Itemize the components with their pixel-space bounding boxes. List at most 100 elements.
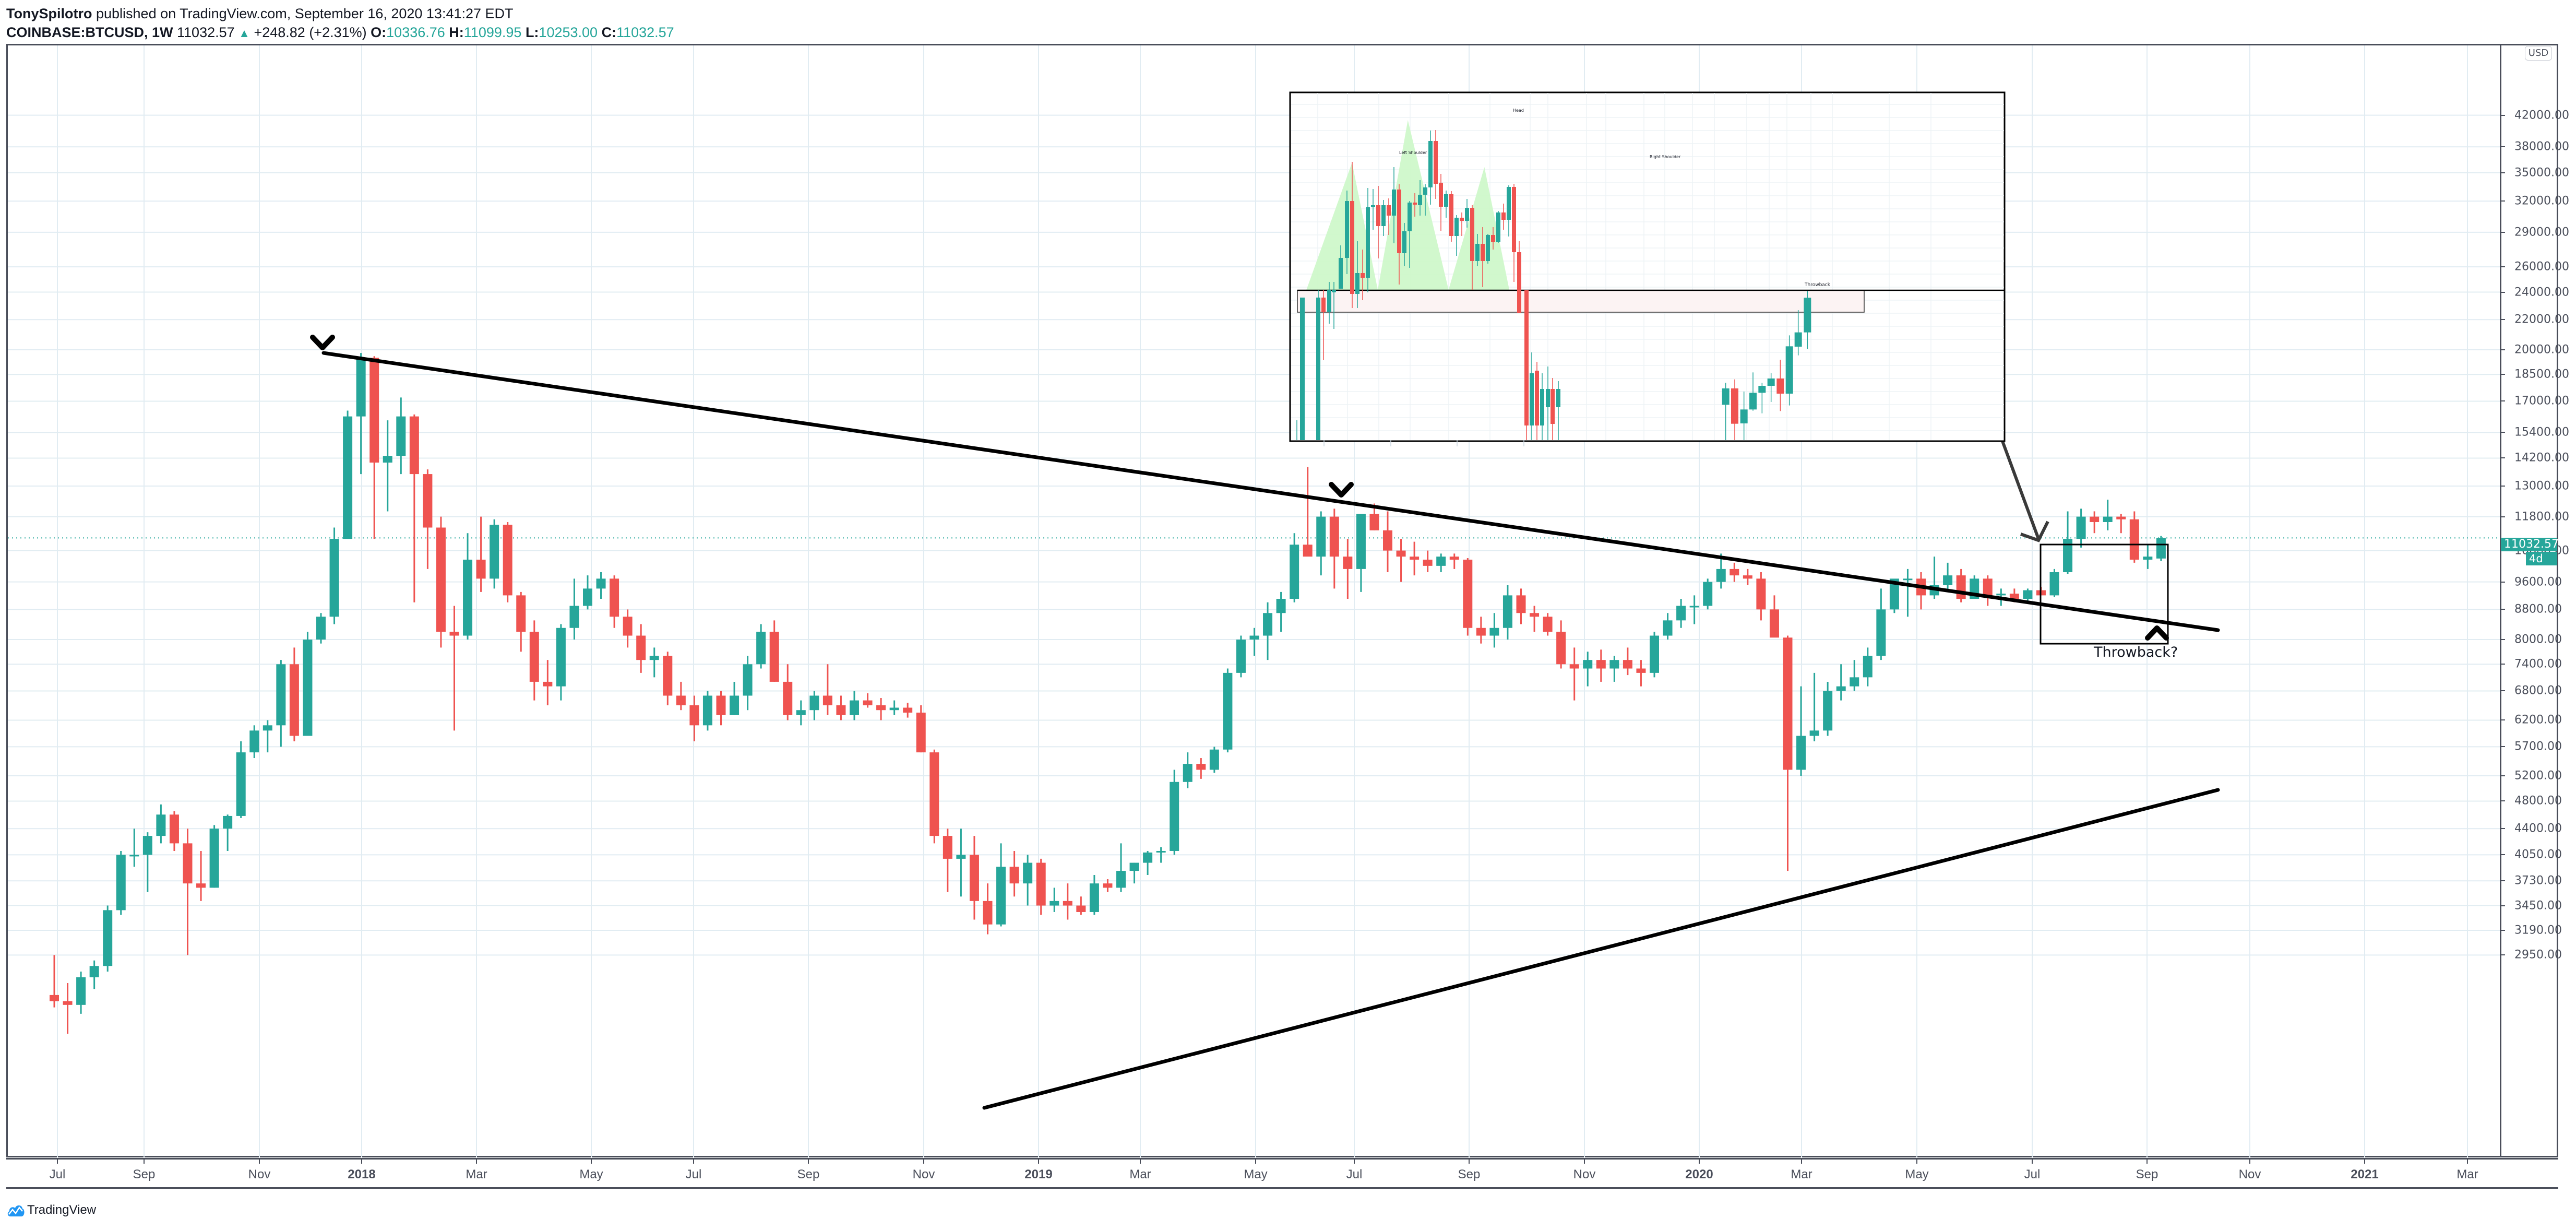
time-tick-mark (1255, 1160, 1256, 1164)
price-tick-mark (2500, 432, 2505, 433)
high-label: H: (449, 25, 464, 40)
main-plot (8, 45, 2500, 1157)
time-tick-mark (476, 1160, 477, 1164)
price-tick-label: 4050.00 (2514, 848, 2562, 861)
time-tick-mark (1916, 1160, 1917, 1164)
price-tick-mark (2500, 200, 2505, 202)
close-value: 11032.57 (616, 25, 674, 40)
price-tick-mark (2500, 854, 2505, 856)
price-tick-label: 22000.00 (2514, 313, 2569, 326)
time-tick-label: 2018 (348, 1167, 376, 1181)
published-text: published on TradingView.com, September … (96, 6, 514, 21)
price-tick-label: 8800.00 (2514, 602, 2562, 616)
price-tick-mark (2500, 639, 2505, 641)
time-tick-mark (1354, 1160, 1355, 1164)
ohlc-legend: COINBASE:BTCUSD, 1W 11032.57 ▲ +248.82 (… (6, 23, 674, 43)
price-tick-mark (2500, 581, 2505, 583)
time-tick-mark (808, 1160, 809, 1164)
price-tick-label: 6200.00 (2514, 713, 2562, 727)
time-tick-label: Mar (1791, 1167, 1812, 1181)
time-tick-mark (923, 1160, 924, 1164)
price-tick-mark (2500, 374, 2505, 375)
price-tick-label: 13000.00 (2514, 479, 2569, 493)
time-tick-label: Jul (685, 1167, 702, 1181)
time-tick-label: Mar (466, 1167, 487, 1181)
price-tick-mark (2500, 954, 2505, 956)
time-tick-mark (1469, 1160, 1470, 1164)
tradingview-logo[interactable]: TradingView (6, 1201, 96, 1220)
inset-right-shoulder-label: Right Shoulder (1650, 155, 1681, 159)
price-axis[interactable] (2500, 44, 2558, 1157)
price-tick-label: 32000.00 (2514, 194, 2569, 208)
chart-header: TonySpilotro published on TradingView.co… (6, 4, 674, 43)
price-tick-label: 5700.00 (2514, 740, 2562, 753)
time-tick-mark (2146, 1160, 2148, 1164)
time-tick-label: May (579, 1167, 603, 1181)
price-tick-mark (2500, 800, 2505, 802)
time-tick-mark (1140, 1160, 1141, 1164)
price-tick-label: 6800.00 (2514, 684, 2562, 697)
price-tick-mark (2500, 880, 2505, 882)
price-tick-mark (2500, 930, 2505, 931)
price-tick-label: 24000.00 (2514, 286, 2569, 299)
bar-countdown: 4d 7h (2526, 552, 2557, 578)
inset-throwback-label: Throwback (1805, 282, 1830, 288)
chart-pane[interactable] (6, 44, 2500, 1157)
price-tick-label: 3450.00 (2514, 899, 2562, 913)
price-tick-mark (2500, 775, 2505, 776)
price-tick-label: 3190.00 (2514, 924, 2562, 937)
time-tick-label: 2021 (2351, 1167, 2379, 1181)
price-tick-mark (2500, 231, 2505, 233)
price-tick-mark (2500, 172, 2505, 173)
currency-badge[interactable]: USD (2525, 46, 2552, 61)
time-tick-mark (693, 1160, 694, 1164)
price-tick-label: 15400.00 (2514, 425, 2569, 439)
tradingview-cloud-icon (7, 1205, 25, 1216)
low-value: 10253.00 (539, 25, 598, 40)
time-tick-mark (2032, 1160, 2033, 1164)
time-tick-label: Sep (133, 1167, 156, 1181)
price-tick-label: 7400.00 (2514, 657, 2562, 671)
time-tick-mark (1584, 1160, 1585, 1164)
price-tick-label: 3730.00 (2514, 874, 2562, 888)
price-tick-mark (2500, 828, 2505, 830)
logo-text: TradingView (27, 1203, 97, 1217)
price-tick-mark (2500, 400, 2505, 402)
price-tick-mark (2500, 719, 2505, 721)
author-name[interactable]: TonySpilotro (6, 6, 92, 21)
price-tick-mark (2500, 516, 2505, 517)
time-tick-label: 2019 (1024, 1167, 1053, 1181)
throwback-question-label[interactable]: Throwback? (2094, 644, 2178, 660)
time-tick-mark (2249, 1160, 2250, 1164)
price-tick-label: 9600.00 (2514, 575, 2562, 589)
price-tick-mark (2500, 457, 2505, 459)
price-tick-label: 18500.00 (2514, 368, 2569, 381)
time-tick-mark (2364, 1160, 2365, 1164)
price-tick-mark (2500, 664, 2505, 665)
time-tick-label: Nov (248, 1167, 271, 1181)
inset-head-shoulders (1291, 93, 2004, 440)
time-tick-label: May (1244, 1167, 1268, 1181)
inset-left-shoulder-label: Left Shoulder (1399, 150, 1427, 155)
price-tick-mark (2500, 609, 2505, 610)
price-tick-label: 26000.00 (2514, 260, 2569, 274)
time-tick-label: Jul (1346, 1167, 1363, 1181)
time-tick-label: Sep (1458, 1167, 1481, 1181)
symbol-label: COINBASE:BTCUSD, 1W (6, 25, 173, 40)
up-arrow-icon: ▲ (238, 27, 250, 40)
time-tick-label: Nov (1573, 1167, 1596, 1181)
time-tick-label: May (1905, 1167, 1929, 1181)
time-tick-label: Jul (49, 1167, 66, 1181)
time-tick-mark (57, 1160, 58, 1164)
price-tick-label: 42000.00 (2514, 109, 2569, 122)
price-tick-label: 4800.00 (2514, 794, 2562, 808)
price-tick-mark (2500, 114, 2505, 116)
time-tick-mark (259, 1160, 260, 1164)
time-tick-label: Nov (2238, 1167, 2261, 1181)
last-price-label: 11032.57 (2501, 538, 2559, 551)
time-axis-top-border (6, 1158, 2558, 1160)
price-tick-label: 5200.00 (2514, 769, 2562, 783)
price-tick-mark (2500, 690, 2505, 692)
price-tick-mark (2500, 349, 2505, 350)
